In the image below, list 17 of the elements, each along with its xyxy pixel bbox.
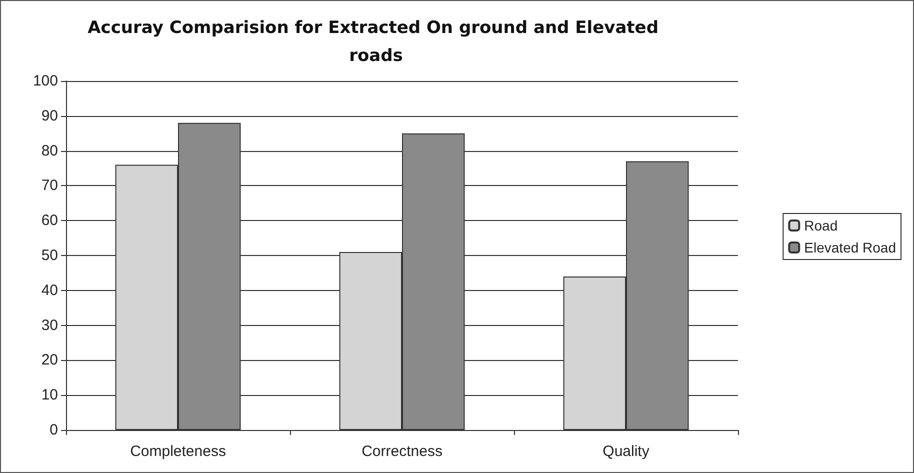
x-tick-label: Quality bbox=[602, 443, 650, 460]
y-tick-label: 50 bbox=[41, 247, 58, 264]
y-tick-label: 60 bbox=[41, 212, 58, 230]
x-tick-label: Completeness bbox=[130, 443, 226, 460]
y-tick-label: 10 bbox=[41, 386, 58, 404]
chart-title: Accuray Comparision for Extracted On ground and Elevated roads bbox=[88, 18, 664, 66]
y-tick-label: 100 bbox=[32, 72, 58, 90]
y-tick-label: 70 bbox=[41, 177, 58, 194]
y-tick-label: 30 bbox=[41, 316, 58, 334]
y-tick-label: 40 bbox=[41, 282, 58, 299]
legend-label: Road bbox=[804, 218, 838, 234]
y-tick-label: 0 bbox=[50, 422, 58, 438]
legend-label: Elevated Road bbox=[804, 240, 896, 256]
y-tick-label: 80 bbox=[41, 142, 58, 160]
y-tick-label: 90 bbox=[41, 107, 58, 124]
x-tick-label: Correctness bbox=[362, 443, 442, 460]
y-tick-label: 20 bbox=[41, 352, 58, 369]
